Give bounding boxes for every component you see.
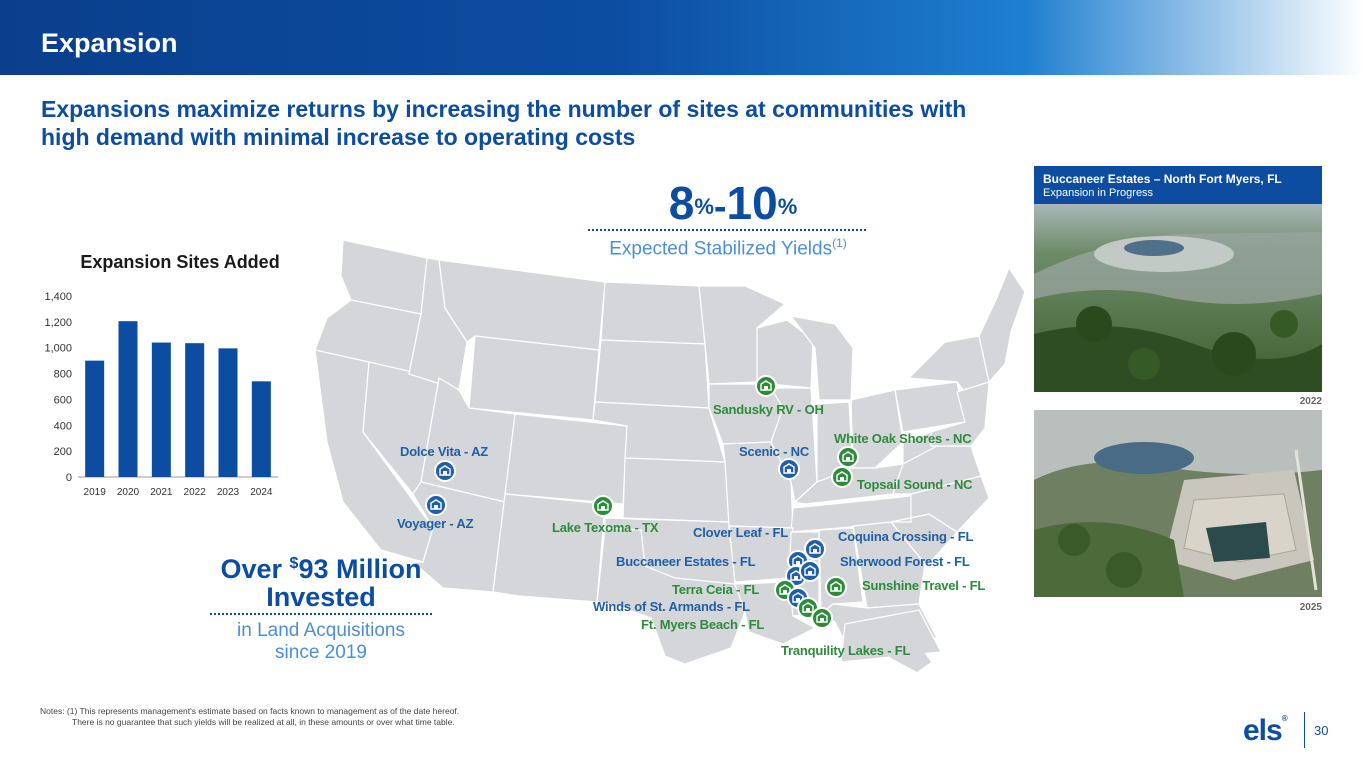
yield-footnote: (1): [832, 236, 847, 250]
page-title: Expansion: [41, 28, 178, 58]
y-tick-label: 0: [66, 472, 72, 484]
investment-headline: Over $93 Million Invested: [186, 550, 456, 611]
state-ohio: [850, 389, 904, 469]
y-tick-label: 1,200: [44, 317, 72, 329]
y-tick-label: 400: [54, 420, 72, 432]
us-map: [314, 239, 1025, 672]
els-logo: els®: [1243, 714, 1288, 748]
x-tick-label: 2020: [117, 487, 140, 498]
yield-high: 10: [726, 177, 778, 229]
investment-divider: [210, 613, 432, 615]
footer-divider: [1304, 712, 1305, 748]
yield-label-text: Expected Stabilized Yields: [609, 238, 833, 260]
bar-2020: [118, 321, 138, 477]
els-logo-text: els: [1243, 714, 1283, 747]
state-new-mexico: [492, 493, 606, 603]
footnote: Notes: (1) This represents management's …: [40, 706, 459, 728]
state-montana: [438, 259, 606, 351]
state-iowa: [708, 383, 784, 445]
investment-line-1: Over $93 Million: [186, 550, 456, 583]
investment-currency: $: [289, 555, 299, 572]
page-number: 30: [1314, 723, 1329, 738]
x-tick-label: 2023: [217, 487, 240, 498]
investment-line-2: Invested: [266, 582, 376, 612]
state-new-england: [978, 266, 1025, 384]
state-north-dakota: [600, 281, 706, 345]
investment-sub-2: since 2019: [275, 642, 367, 663]
investment-amount: 93 Million: [298, 554, 422, 584]
expansion-sites-chart: 0 200 400 600 800 1,000 1,200 1,400 2019 2020 2021…: [44, 291, 278, 498]
bar-2022: [185, 343, 205, 477]
state-south-dakota: [594, 339, 710, 409]
x-tick-label: 2019: [84, 487, 107, 498]
bar-2023: [218, 348, 238, 477]
x-tick-label: 2021: [150, 487, 173, 498]
investment-subtitle: in Land Acquisitions since 2019: [186, 620, 456, 664]
state-texas: [596, 527, 746, 665]
yield-dash: -: [713, 186, 727, 228]
x-tick-label: 2022: [184, 487, 207, 498]
yield-divider: [588, 229, 866, 231]
photo-caption: Buccaneer Estates – North Fort Myers, FL…: [1034, 166, 1322, 204]
state-colorado: [504, 413, 628, 505]
state-north-carolina: [890, 475, 990, 533]
yield-low: 8: [668, 177, 695, 229]
y-tick-label: 1,000: [44, 343, 72, 355]
y-tick-label: 1,400: [44, 291, 72, 303]
state-mississippi: [788, 531, 820, 617]
florida-tip: [867, 626, 931, 672]
us-map-states: [314, 239, 1025, 665]
state-kansas: [622, 457, 730, 523]
y-tick-label: 800: [54, 369, 72, 381]
yield-high-percent: %: [777, 194, 798, 219]
state-mid-atlantic: [930, 381, 990, 447]
state-wyoming: [468, 335, 600, 421]
state-arkansas: [728, 525, 794, 583]
state-illinois: [769, 387, 818, 504]
x-tick-label: 2024: [250, 487, 273, 498]
photo-caption-title: Buccaneer Estates – North Fort Myers, FL: [1043, 172, 1282, 186]
yield-label: Expected Stabilized Yields(1): [588, 236, 868, 260]
photo-caption-subtitle: Expansion in Progress: [1043, 187, 1154, 199]
bar-2019: [85, 360, 105, 477]
yield-range: 8%-10%: [588, 178, 878, 232]
y-tick-label: 600: [54, 394, 72, 406]
investment-prefix: Over: [220, 554, 290, 584]
photo-year-2025: 2025: [1299, 602, 1322, 613]
aerial-photo-2025: [1034, 410, 1322, 597]
y-tick-label: 200: [54, 446, 72, 458]
aerial-photo-2022: [1034, 204, 1322, 392]
yield-low-percent: %: [694, 194, 714, 219]
footnote-line-2: There is no guarantee that such yields w…: [72, 717, 455, 727]
subtitle: Expansions maximize returns by increasin…: [41, 96, 967, 150]
bar-2021: [151, 342, 171, 477]
investment-sub-1: in Land Acquisitions: [237, 620, 405, 641]
photo-year-2022: 2022: [1299, 396, 1322, 407]
chart-title: Expansion Sites Added: [80, 252, 280, 272]
bar-2024: [251, 381, 271, 477]
registered-mark: ®: [1281, 714, 1288, 723]
state-georgia: [852, 521, 926, 609]
footnote-line-1: Notes: (1) This represents management's …: [40, 706, 460, 716]
header-banner: Expansion: [0, 0, 1365, 75]
